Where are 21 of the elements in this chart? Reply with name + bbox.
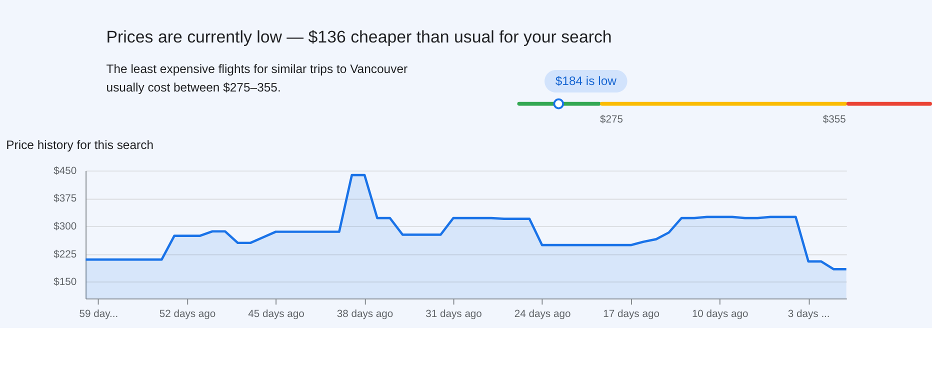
text: The least expensive flights for similar trips to Vancouver bbox=[106, 62, 408, 76]
y-tick-label: $375 bbox=[54, 194, 77, 205]
x-tick-label: 17 days ago bbox=[603, 308, 660, 320]
y-tick-label: $450 bbox=[54, 166, 77, 177]
x-tick-label: 24 days ago bbox=[514, 308, 571, 320]
chart-title: Price history for this search bbox=[6, 138, 154, 152]
x-tick-label: 38 days ago bbox=[336, 308, 394, 320]
x-tick-label: 52 days ago bbox=[159, 308, 216, 320]
x-tick-label: 3 days ... bbox=[788, 308, 830, 320]
text: $355 bbox=[822, 114, 846, 126]
x-tick-label: 10 days ago bbox=[692, 308, 748, 320]
x-tick-label: 59 day... bbox=[79, 308, 118, 320]
x-tick-label: 31 days ago bbox=[426, 308, 482, 320]
y-tick-label: $225 bbox=[54, 249, 77, 260]
y-tick-label: $150 bbox=[54, 277, 77, 288]
text: $184 is low bbox=[555, 74, 617, 88]
text: $275 bbox=[600, 114, 624, 126]
x-tick-label: 45 days ago bbox=[248, 308, 305, 320]
text: usually cost between $275–355. bbox=[106, 80, 281, 95]
text: Prices are currently low — $136 cheaper than usual for your search bbox=[106, 28, 612, 47]
y-tick-label: $300 bbox=[54, 221, 77, 232]
